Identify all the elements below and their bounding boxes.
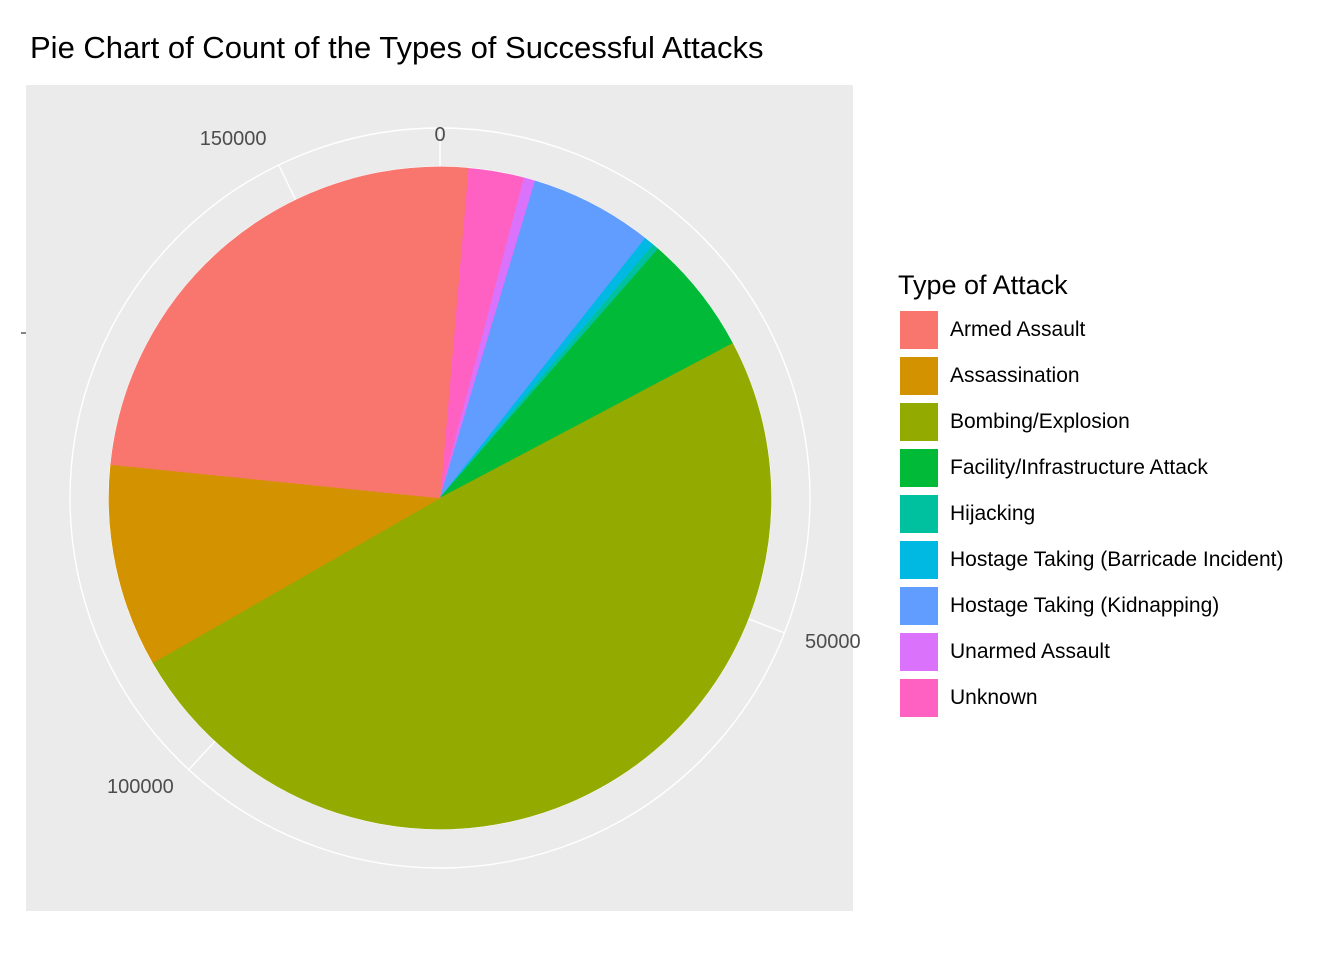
legend-label: Armed Assault	[950, 318, 1086, 341]
angle-tick-label: 100000	[107, 776, 174, 798]
legend-item-armed-assault: Armed Assault	[898, 307, 1283, 353]
legend-label: Bombing/Explosion	[950, 410, 1130, 433]
legend-item-hostage-taking-kidnapping: Hostage Taking (Kidnapping)	[898, 583, 1283, 629]
legend-key-swatch	[898, 355, 940, 397]
legend-item-hijacking: Hijacking	[898, 491, 1283, 537]
legend-label: Hostage Taking (Kidnapping)	[950, 594, 1220, 617]
angle-tick-label: 0	[434, 124, 445, 146]
grid-spoke	[188, 740, 216, 771]
legend: Type of Attack Armed Assault Assassinatio…	[898, 270, 1283, 721]
legend-item-hostage-taking-barricade-incident: Hostage Taking (Barricade Incident)	[898, 537, 1283, 583]
legend-label: Hostage Taking (Barricade Incident)	[950, 548, 1284, 571]
legend-key-swatch	[898, 309, 940, 351]
legend-item-unknown: Unknown	[898, 675, 1283, 721]
legend-item-bombing-explosion: Bombing/Explosion	[898, 399, 1283, 445]
legend-title: Type of Attack	[898, 270, 1068, 300]
legend-key-swatch	[898, 401, 940, 443]
grid-spoke	[278, 164, 297, 201]
tick-layer: 0 50000 100000 150000	[107, 124, 861, 798]
legend-label: Unarmed Assault	[950, 640, 1110, 663]
pie-slice-armed-assault	[110, 166, 469, 499]
legend-label: Assassination	[950, 364, 1080, 387]
pie-slice-bombing-explosion	[152, 342, 772, 830]
legend-label: Hijacking	[950, 502, 1036, 525]
chart-title: Pie Chart of Count of the Types of Succe…	[30, 30, 764, 65]
pie-slice-assassination	[108, 464, 441, 664]
legend-label: Unknown	[950, 686, 1038, 709]
legend-key-swatch	[898, 493, 940, 535]
legend-item-facility-infrastructure-attack: Facility/Infrastructure Attack	[898, 445, 1283, 491]
legend-key-swatch	[898, 447, 940, 489]
legend-key-swatch	[898, 585, 940, 627]
grid-spoke	[747, 618, 785, 634]
pie-slice-hostage-taking-kidnapping	[439, 180, 646, 499]
legend-item-assassination: Assassination	[898, 353, 1283, 399]
legend-label: Facility/Infrastructure Attack	[950, 456, 1208, 479]
angle-tick-label: 150000	[200, 128, 267, 150]
angle-tick-label: 50000	[805, 631, 861, 653]
slice-layer	[108, 166, 772, 830]
legend-items: Armed Assault Assassination Bombing/Explos…	[898, 307, 1283, 721]
legend-key-swatch	[898, 539, 940, 581]
legend-key-swatch	[898, 631, 940, 673]
legend-item-unarmed-assault: Unarmed Assault	[898, 629, 1283, 675]
legend-key-swatch	[898, 677, 940, 719]
